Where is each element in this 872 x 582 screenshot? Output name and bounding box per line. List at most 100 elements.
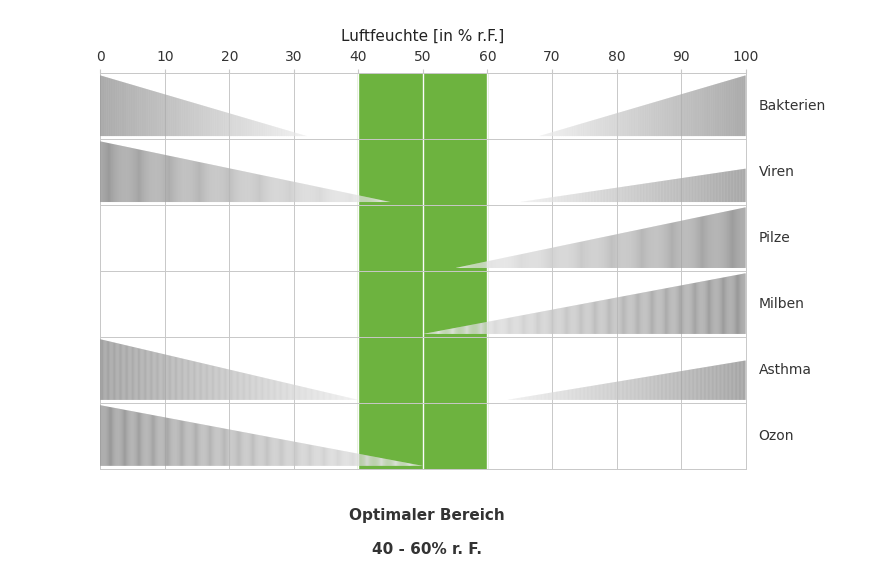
Polygon shape <box>134 411 136 466</box>
Polygon shape <box>728 276 729 334</box>
Polygon shape <box>634 230 635 268</box>
Polygon shape <box>666 223 667 268</box>
Polygon shape <box>500 320 501 334</box>
Polygon shape <box>258 435 260 466</box>
Polygon shape <box>172 157 173 202</box>
Polygon shape <box>248 172 249 202</box>
Polygon shape <box>595 301 596 334</box>
Polygon shape <box>502 258 504 268</box>
Polygon shape <box>584 303 585 334</box>
Polygon shape <box>555 309 556 334</box>
Polygon shape <box>104 142 106 202</box>
Polygon shape <box>554 309 555 334</box>
Polygon shape <box>339 450 340 466</box>
Polygon shape <box>213 427 215 466</box>
Polygon shape <box>516 255 517 268</box>
Polygon shape <box>572 306 574 334</box>
Polygon shape <box>188 422 189 466</box>
Polygon shape <box>615 298 616 334</box>
Polygon shape <box>510 256 511 268</box>
Polygon shape <box>228 168 229 202</box>
Polygon shape <box>169 418 170 466</box>
Polygon shape <box>160 154 161 202</box>
Polygon shape <box>318 187 319 202</box>
Polygon shape <box>655 226 656 268</box>
Polygon shape <box>173 157 174 202</box>
Polygon shape <box>395 460 396 466</box>
Polygon shape <box>386 459 387 466</box>
Polygon shape <box>666 288 667 334</box>
Polygon shape <box>414 464 415 466</box>
Polygon shape <box>387 201 388 202</box>
Polygon shape <box>286 180 287 202</box>
Polygon shape <box>283 180 284 202</box>
Polygon shape <box>479 263 480 268</box>
Polygon shape <box>725 211 726 268</box>
Polygon shape <box>484 262 485 268</box>
Polygon shape <box>363 196 364 202</box>
Polygon shape <box>675 222 676 268</box>
Polygon shape <box>586 240 587 268</box>
Polygon shape <box>362 196 363 202</box>
Polygon shape <box>230 168 231 202</box>
Polygon shape <box>384 201 385 202</box>
Polygon shape <box>543 311 544 334</box>
Polygon shape <box>125 147 126 202</box>
Polygon shape <box>135 148 136 202</box>
Polygon shape <box>340 191 341 202</box>
Polygon shape <box>428 333 429 334</box>
Polygon shape <box>483 322 484 334</box>
Polygon shape <box>389 459 390 466</box>
Polygon shape <box>604 237 605 268</box>
Polygon shape <box>394 460 395 466</box>
Polygon shape <box>331 449 332 466</box>
Polygon shape <box>124 146 125 202</box>
Polygon shape <box>345 193 346 202</box>
Polygon shape <box>350 194 351 202</box>
Polygon shape <box>373 198 374 202</box>
Polygon shape <box>562 246 563 268</box>
Polygon shape <box>151 415 152 466</box>
Polygon shape <box>607 299 608 334</box>
Polygon shape <box>192 161 194 202</box>
Polygon shape <box>413 464 414 466</box>
Polygon shape <box>678 286 679 334</box>
Polygon shape <box>365 197 366 202</box>
Polygon shape <box>728 211 729 268</box>
Polygon shape <box>517 255 518 268</box>
Polygon shape <box>289 181 290 202</box>
Polygon shape <box>538 312 539 334</box>
Polygon shape <box>550 310 551 334</box>
Polygon shape <box>463 266 464 268</box>
Polygon shape <box>676 222 677 268</box>
Polygon shape <box>540 250 541 268</box>
Polygon shape <box>528 253 529 268</box>
Polygon shape <box>217 427 219 466</box>
Polygon shape <box>148 414 150 466</box>
Polygon shape <box>299 183 300 202</box>
Polygon shape <box>124 410 125 466</box>
Polygon shape <box>570 244 571 268</box>
Polygon shape <box>672 287 673 334</box>
Polygon shape <box>274 178 275 202</box>
Polygon shape <box>697 282 698 334</box>
Polygon shape <box>300 443 302 466</box>
Polygon shape <box>251 434 252 466</box>
Polygon shape <box>401 462 403 466</box>
Polygon shape <box>371 198 372 202</box>
Polygon shape <box>342 192 344 202</box>
Polygon shape <box>603 237 604 268</box>
Polygon shape <box>285 180 286 202</box>
Polygon shape <box>166 417 167 466</box>
Polygon shape <box>216 166 217 202</box>
Polygon shape <box>525 314 526 334</box>
Polygon shape <box>215 165 216 202</box>
Polygon shape <box>268 176 269 202</box>
Polygon shape <box>166 155 167 202</box>
Polygon shape <box>241 171 242 202</box>
Text: Ozon: Ozon <box>759 428 794 442</box>
Polygon shape <box>668 223 669 268</box>
Polygon shape <box>220 166 221 202</box>
Polygon shape <box>505 318 506 334</box>
Polygon shape <box>267 436 268 466</box>
